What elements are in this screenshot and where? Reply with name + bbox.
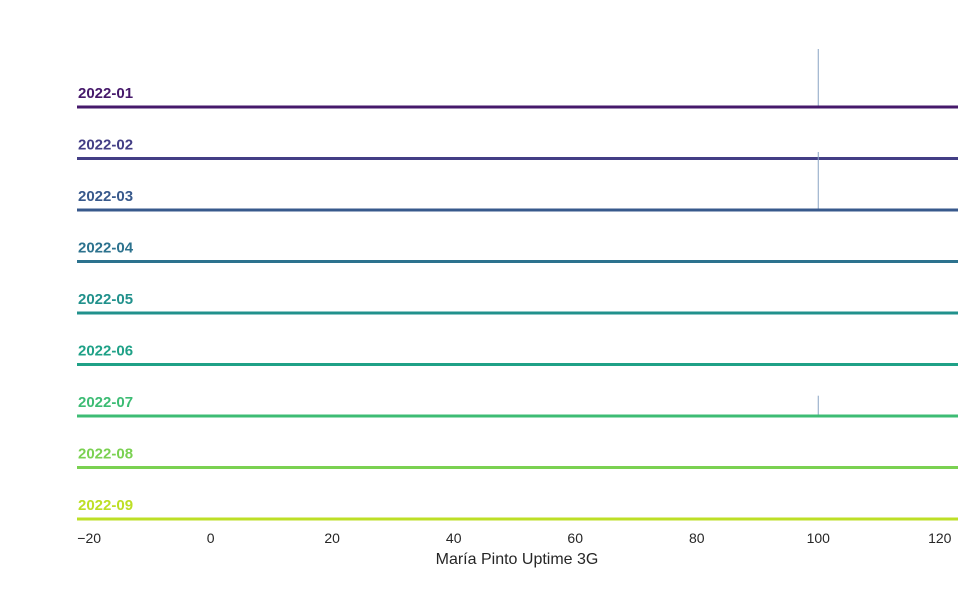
ridge-row-2022-08: 2022-08 <box>77 446 958 469</box>
row-label: 2022-08 <box>78 446 133 463</box>
ridge-row-2022-09: 2022-09 <box>77 497 958 521</box>
ridge-row-2022-05: 2022-05 <box>77 291 958 315</box>
row-label: 2022-06 <box>78 343 133 360</box>
x-axis-title: María Pinto Uptime 3G <box>436 551 599 568</box>
row-label: 2022-01 <box>78 85 133 102</box>
row-label: 2022-03 <box>78 188 133 205</box>
x-axis-ticks: −20 0 20 40 60 80 100 120 <box>77 530 951 546</box>
rows-layer: 2022-01 2022-02 2022-03 2022-04 2022-05 2022-… <box>77 49 958 521</box>
x-tick-label: −20 <box>77 530 101 546</box>
row-label: 2022-05 <box>78 291 133 308</box>
row-label: 2022-07 <box>78 394 133 411</box>
row-label: 2022-09 <box>78 497 133 514</box>
x-tick-label: 80 <box>689 530 705 546</box>
row-label: 2022-02 <box>78 137 133 154</box>
ridge-row-2022-03: 2022-03 <box>77 152 958 212</box>
x-tick-label: 60 <box>567 530 583 546</box>
x-tick-label: 100 <box>807 530 831 546</box>
ridge-row-2022-04: 2022-04 <box>77 240 958 263</box>
row-label: 2022-04 <box>78 240 134 257</box>
ridge-row-2022-07: 2022-07 <box>77 394 958 418</box>
x-tick-label: 0 <box>207 530 215 546</box>
x-tick-label: 20 <box>324 530 340 546</box>
ridge-row-2022-01: 2022-01 <box>77 49 958 109</box>
x-tick-label: 120 <box>928 530 952 546</box>
x-tick-label: 40 <box>446 530 462 546</box>
ridge-row-2022-06: 2022-06 <box>77 343 958 366</box>
ridge-row-2022-02: 2022-02 <box>77 137 958 160</box>
